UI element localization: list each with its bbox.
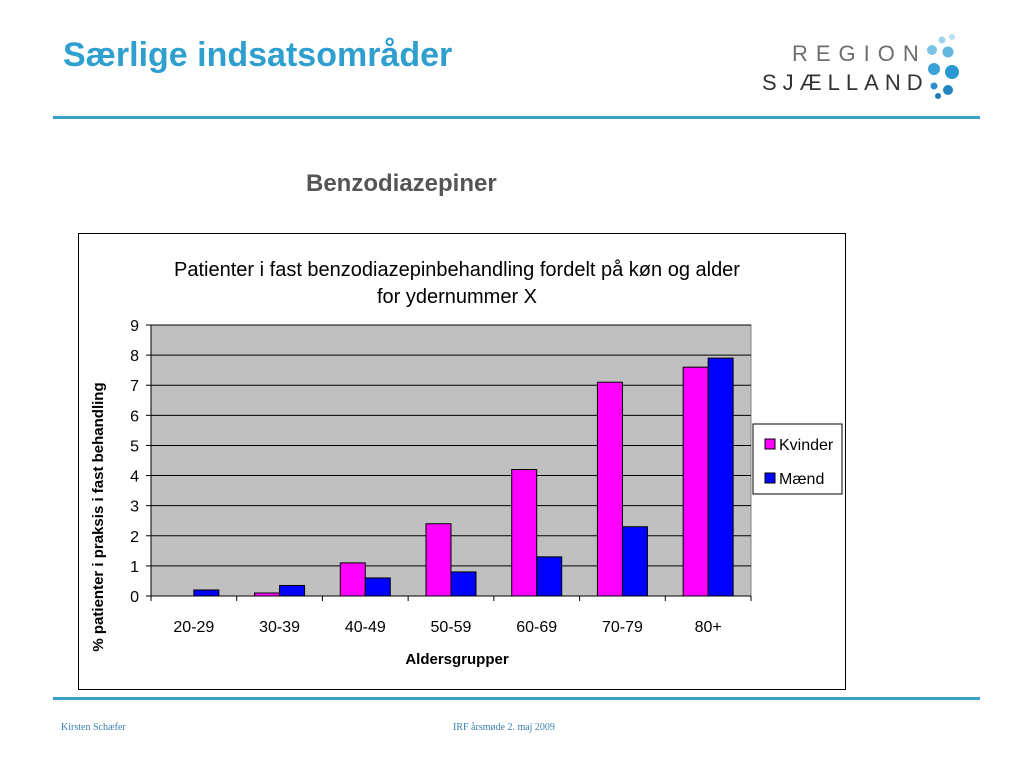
x-tick-label: 30-39 [259, 619, 300, 636]
header-rule [53, 116, 980, 119]
x-tick-label: 70-79 [602, 619, 643, 636]
legend-box [752, 423, 843, 495]
bar-maend [279, 584, 306, 597]
chart-frame: Patienter i fast benzodiazepinbehandling… [78, 233, 846, 690]
x-tick-label: 20-29 [173, 619, 214, 636]
logo-dots-icon [927, 34, 959, 99]
legend-label-maend: Mænd [779, 471, 824, 488]
x-tick-label: 60-69 [516, 619, 557, 636]
y-tick-label: 0 [130, 589, 139, 606]
logo-text-region: REGION [792, 41, 927, 66]
bar-kvinder [596, 381, 623, 597]
bar-kvinder [425, 523, 452, 597]
bar-maend [621, 526, 648, 597]
logo-text-sjaelland: SJÆLLAND [762, 70, 929, 95]
slide-title: Særlige indsatsområder [63, 36, 453, 74]
legend-swatch-maend [764, 472, 776, 484]
slide-subtitle: Benzodiazepiner [306, 170, 497, 197]
bar-maend [193, 589, 220, 597]
y-tick-label: 2 [130, 529, 139, 546]
chart-title-line-2: for ydernummer X [377, 286, 537, 308]
y-tick-label: 5 [130, 438, 139, 455]
legend-swatch-kvinder [764, 438, 776, 450]
y-tick-label: 3 [130, 499, 139, 516]
y-tick-label: 1 [130, 559, 139, 576]
x-tick-label: 50-59 [431, 619, 472, 636]
footer-event: IRF årsmøde 2. maj 2009 [453, 722, 555, 733]
y-axis-title: % patienter i praksis i fast behandling [90, 382, 107, 651]
bar-maend [450, 571, 477, 597]
x-tick-label: 80+ [695, 619, 722, 636]
y-tick-label: 8 [130, 348, 139, 365]
footer-author: Kirsten Schæfer [61, 722, 126, 733]
region-sjaelland-logo: REGION SJÆLLAND [760, 32, 980, 104]
bar-kvinder [254, 592, 281, 597]
bar-kvinder [339, 562, 366, 597]
x-tick-label: 40-49 [345, 619, 386, 636]
y-tick-label: 7 [130, 378, 139, 395]
footer-rule [53, 697, 980, 700]
y-tick-label: 9 [130, 318, 139, 335]
x-axis-title: Aldersgrupper [405, 651, 509, 668]
bar-kvinder [682, 366, 709, 597]
bar-maend [536, 556, 563, 597]
y-tick-label: 4 [130, 469, 139, 486]
y-tick-label: 6 [130, 408, 139, 425]
legend-label-kvinder: Kvinder [779, 437, 834, 454]
bar-maend [707, 357, 734, 597]
bar-kvinder [511, 469, 538, 597]
benzodiazepine-bar-chart: Patienter i fast benzodiazepinbehandling… [90, 259, 843, 668]
bar-maend [364, 577, 391, 597]
chart-title-line-1: Patienter i fast benzodiazepinbehandling… [174, 259, 740, 281]
